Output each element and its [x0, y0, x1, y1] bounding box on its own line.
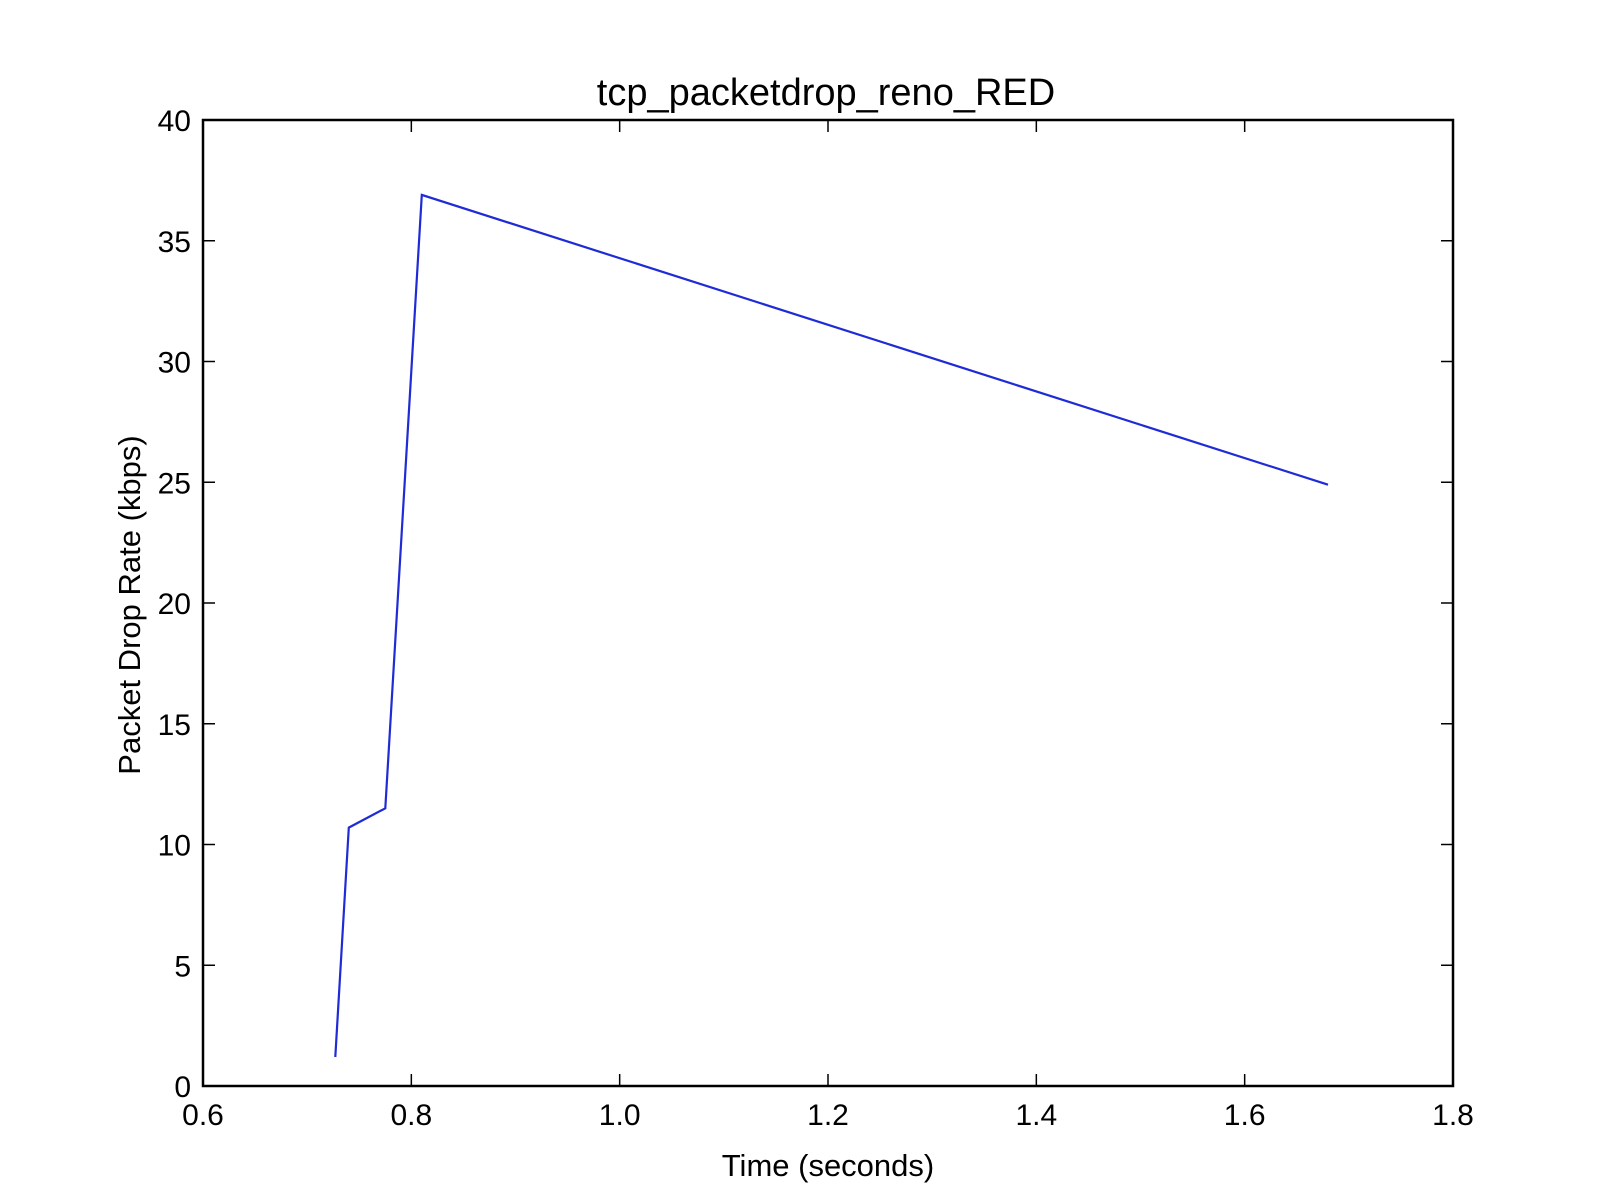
series-group — [334, 193, 1329, 1058]
x-axis-label: Time (seconds) — [722, 1148, 934, 1183]
chart-title: tcp_packetdrop_reno_RED — [597, 72, 1055, 114]
x-tick-label: 0.6 — [182, 1099, 224, 1132]
x-tick-label: 1.0 — [599, 1099, 641, 1132]
plot-frame — [201, 118, 1455, 1088]
x-tick-label: 1.8 — [1432, 1099, 1474, 1132]
x-tick-label: 1.6 — [1224, 1099, 1266, 1132]
y-tick-label: 15 — [158, 709, 191, 742]
y-tick-label: 30 — [158, 347, 191, 380]
y-tick-label: 40 — [158, 105, 191, 138]
x-tick-label: 0.8 — [390, 1099, 432, 1132]
tick-labels: 0.6 0.8 1.0 1.2 1.4 1.6 1.8 0 5 10 15 20 25 30 35 40 — [158, 105, 1474, 1132]
y-tick-label: 25 — [158, 467, 191, 500]
y-tick-label: 5 — [174, 950, 191, 983]
y-axis-label: Packet Drop Rate (kbps) — [112, 435, 147, 774]
y-tick-label: 35 — [158, 226, 191, 259]
y-tick-label: 10 — [158, 830, 191, 863]
x-tick-label: 1.2 — [807, 1099, 849, 1132]
series-line — [334, 193, 1329, 1058]
y-tick-label: 0 — [174, 1071, 191, 1104]
y-tick-label: 20 — [158, 588, 191, 621]
x-tick-label: 1.4 — [1015, 1099, 1057, 1132]
